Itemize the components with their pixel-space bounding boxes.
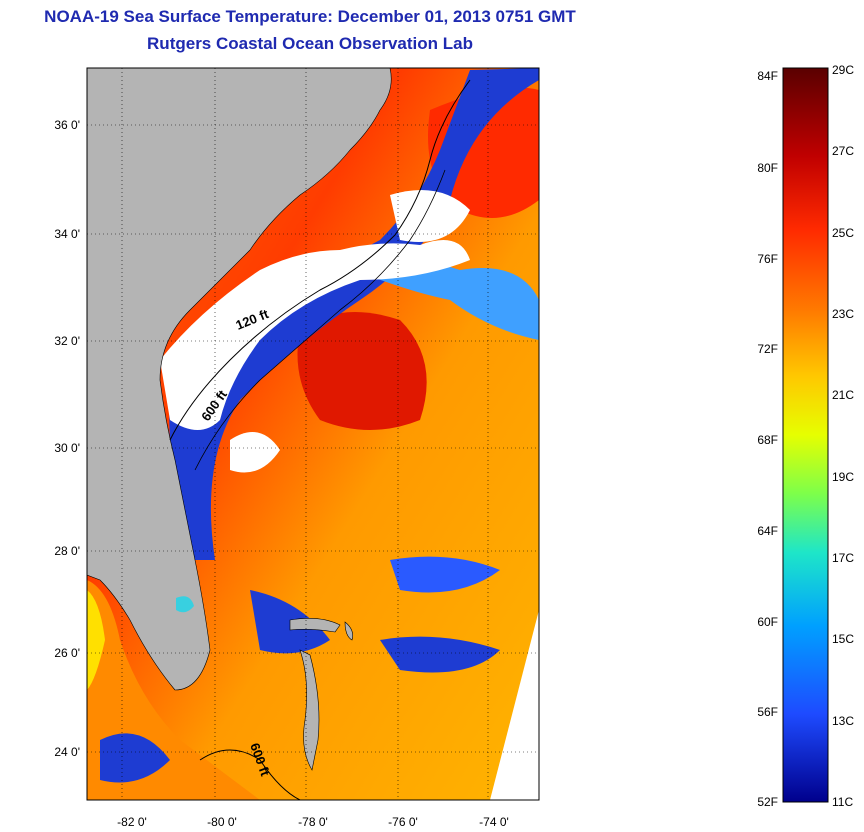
cold-patch-east <box>380 636 500 673</box>
gulf-cold-patch <box>100 733 170 783</box>
celsius-labels: 29C 27C 25C 23C 21C 19C 17C 15C 13C 11C <box>832 63 854 809</box>
lon-label: -76 0' <box>388 815 418 829</box>
c-label: 23C <box>832 307 854 321</box>
cloud-cover <box>160 240 470 430</box>
isobath-600ft-south <box>199 749 301 800</box>
isobath-120ft <box>169 79 471 441</box>
longitude-labels: -82 0' -80 0' -78 0' -76 0' -74 0' <box>117 815 509 829</box>
cloud-cover-3 <box>230 432 280 473</box>
f-label: 76F <box>757 252 778 266</box>
cloud-cover-2 <box>390 190 470 242</box>
c-label: 21C <box>832 388 854 402</box>
lat-label: 28 0' <box>54 544 80 558</box>
colorbar-gradient <box>782 67 829 803</box>
latitude-labels: 36 0' 34 0' 32 0' 30 0' 28 0' 26 0' 24 0… <box>54 118 80 759</box>
graticule <box>87 68 539 800</box>
f-label: 52F <box>757 795 778 809</box>
c-label: 19C <box>832 470 854 484</box>
lat-label: 24 0' <box>54 745 80 759</box>
map-frame <box>86 67 540 801</box>
cold-patch-mid <box>390 556 500 593</box>
lon-label: -74 0' <box>479 815 509 829</box>
warm-eddy <box>297 312 427 430</box>
isobath-600ft <box>194 169 446 471</box>
f-label: 68F <box>757 433 778 447</box>
f-label: 56F <box>757 705 778 719</box>
c-label: 13C <box>832 714 854 728</box>
lake-okeechobee <box>176 596 194 613</box>
lat-label: 36 0' <box>54 118 80 132</box>
map-imagery <box>87 68 539 800</box>
c-label: 17C <box>832 551 854 565</box>
gulf-warm-patch <box>87 590 105 690</box>
cold-shelf-water <box>169 68 539 560</box>
lon-label: -82 0' <box>117 815 147 829</box>
island-abaco <box>344 621 353 641</box>
f-label: 72F <box>757 342 778 356</box>
lon-label: -78 0' <box>298 815 328 829</box>
fahrenheit-labels: 84F 80F 76F 72F 68F 64F 60F 56F 52F <box>757 69 778 809</box>
lat-label: 32 0' <box>54 334 80 348</box>
no-data-area <box>490 610 539 800</box>
lon-label: -80 0' <box>207 815 237 829</box>
map-title: NOAA-19 Sea Surface Temperature: Decembe… <box>44 7 576 26</box>
c-label: 15C <box>832 632 854 646</box>
f-label: 60F <box>757 615 778 629</box>
f-label: 64F <box>757 524 778 538</box>
lat-label: 26 0' <box>54 646 80 660</box>
c-label: 27C <box>832 144 854 158</box>
f-label: 80F <box>757 161 778 175</box>
c-label: 29C <box>832 63 854 77</box>
lat-label: 34 0' <box>54 227 80 241</box>
c-label: 11C <box>832 795 853 809</box>
land-us-coast <box>87 68 392 691</box>
map-subtitle: Rutgers Coastal Ocean Observation Lab <box>147 34 473 53</box>
c-label: 25C <box>832 226 854 240</box>
f-label: 84F <box>757 69 778 83</box>
island-grand-bahama <box>289 618 341 633</box>
lat-label: 30 0' <box>54 441 80 455</box>
